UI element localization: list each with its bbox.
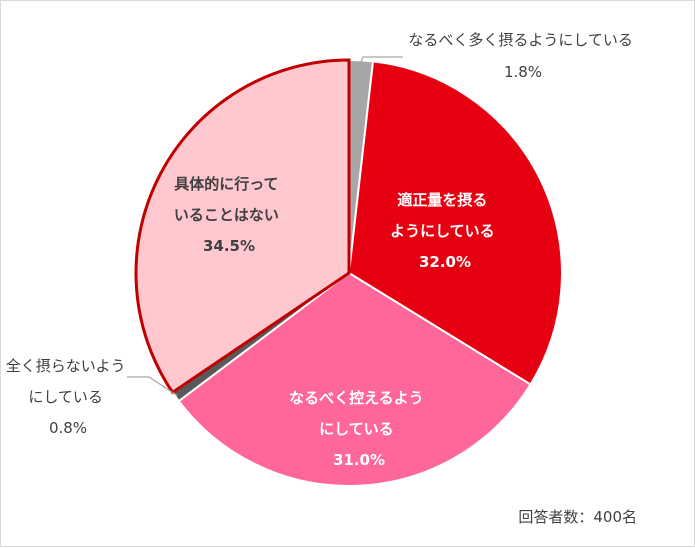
slice-value-4: 34.5%	[203, 237, 255, 255]
slice-label-1-line-1: ようにしている	[390, 222, 495, 240]
leader-line-0	[360, 56, 403, 63]
slice-label-4: 具体的に行って いることはない 34.5%	[174, 175, 284, 255]
slice-label-0: なるべく多く摂るようにしている 1.8%	[408, 31, 637, 81]
slice-label-3: 全く摂らないよう にしている 0.8%	[6, 357, 130, 437]
slice-label-2-line-0: なるべく控えるよう	[289, 389, 424, 407]
slice-label-2: なるべく控えるよう にしている 31.0%	[289, 389, 429, 469]
slice-label-1-line-0: 適正量を摂る	[397, 191, 487, 209]
slice-label-3-line-1: にしている	[28, 388, 103, 406]
slice-value-2: 31.0%	[333, 451, 385, 469]
pie-slice-2	[177, 271, 532, 487]
slice-value-3: 0.8%	[49, 419, 87, 437]
pie-slice-4	[134, 58, 351, 395]
respondent-note: 回答者数：400名	[518, 508, 637, 526]
slice-label-4-line-0: 具体的に行って	[174, 175, 278, 193]
slice-value-1: 32.0%	[419, 253, 471, 271]
slice-label-2-line-1: にしている	[319, 420, 394, 438]
pie-slices	[134, 58, 563, 487]
slice-value-0: 1.8%	[504, 63, 542, 81]
slice-label-1: 適正量を摂る ようにしている 32.0%	[390, 191, 500, 271]
leader-lines	[127, 56, 403, 397]
leader-line-3	[127, 376, 178, 397]
slice-label-0-line-0: なるべく多く摂るようにしている	[408, 31, 633, 49]
slice-label-4-line-1: いることはない	[174, 206, 279, 224]
pie-slice-1	[347, 60, 563, 386]
slice-label-3-line-0: 全く摂らないよう	[6, 357, 126, 375]
